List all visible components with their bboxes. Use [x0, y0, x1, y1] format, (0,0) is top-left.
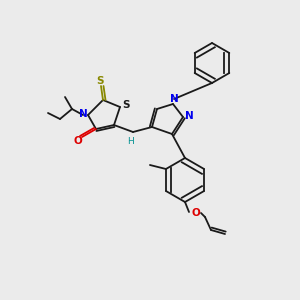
- Text: N: N: [79, 109, 87, 119]
- Text: S: S: [122, 100, 130, 110]
- Text: O: O: [192, 208, 200, 218]
- Text: N: N: [169, 94, 178, 104]
- Text: H: H: [128, 136, 134, 146]
- Text: S: S: [96, 76, 104, 86]
- Text: N: N: [184, 111, 194, 121]
- Text: O: O: [74, 136, 82, 146]
